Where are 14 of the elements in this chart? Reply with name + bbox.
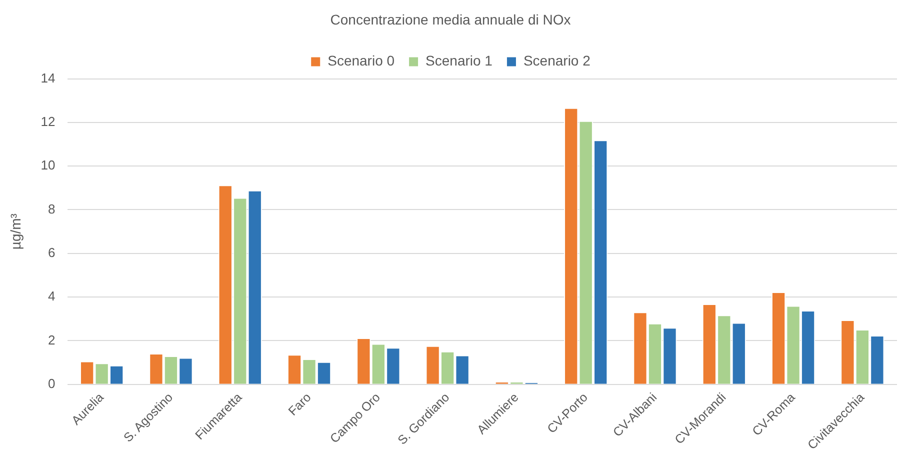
y-tick-label: 14 — [40, 70, 56, 86]
legend-label: Scenario 0 — [328, 52, 395, 69]
y-axis-title: µg/m³ — [7, 213, 24, 250]
y-tick-label: 6 — [48, 244, 56, 260]
legend-label: Scenario 1 — [426, 52, 493, 69]
y-tick-label: 10 — [40, 158, 56, 173]
y-tick-label: 0 — [48, 376, 56, 391]
x-tick-label: Faro — [286, 390, 314, 418]
chart-title: Concentrazione media annuale di NOx — [330, 11, 571, 28]
y-tick-label: 8 — [48, 201, 56, 216]
legend-label: Scenario 2 — [523, 52, 591, 69]
y-tick-label: 2 — [48, 332, 56, 348]
y-tick-label: 4 — [48, 288, 56, 304]
y-tick-label: 12 — [40, 114, 56, 130]
